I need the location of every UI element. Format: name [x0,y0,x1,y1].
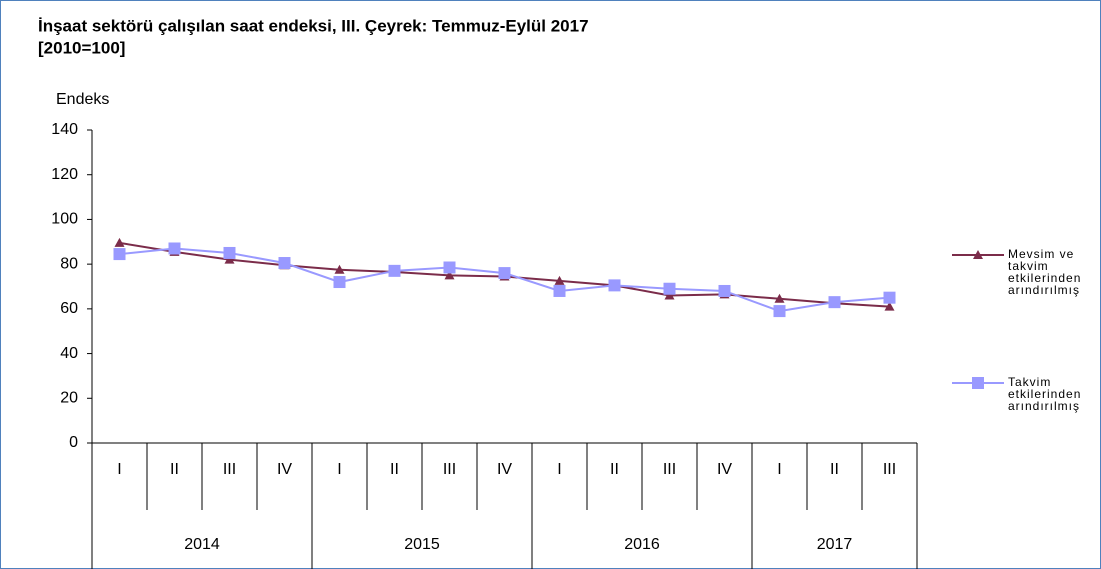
chart-subtitle: [2010=100] [38,38,125,57]
x-tick-label: I [777,461,781,478]
group-label: 2014 [184,536,220,553]
x-tick-label: III [883,461,896,478]
point [388,264,401,277]
y-tick-label: 0 [69,434,78,451]
y-tick-label: 80 [60,255,78,272]
chart-title: İnşaat sektörü çalışılan saat endeksi, I… [38,16,589,35]
x-tick-label: II [170,461,179,478]
x-tick-label: II [610,461,619,478]
legend-label: Takvim etkilerinden arındırılmış [1008,375,1082,413]
legend-label: Mevsim ve takvim etkilerinden arındırılm… [1008,247,1082,297]
legend-marker [972,377,984,389]
x-tick-label: I [557,461,561,478]
point [498,267,511,280]
x-tick-label: III [443,461,456,478]
point [334,264,345,274]
point [883,291,896,304]
group-label: 2016 [624,536,660,553]
point [223,246,236,259]
y-tick-label: 60 [60,300,78,317]
x-tick-label: I [117,461,121,478]
point [774,293,785,303]
point [224,254,235,264]
point [663,282,676,295]
x-tick-label: II [390,461,399,478]
point [718,284,731,297]
point [168,242,181,255]
group-label: 2017 [817,536,853,553]
legend-marker [973,250,983,259]
point [443,261,456,274]
point [278,257,291,270]
y-tick-label: 40 [60,345,78,362]
y-tick-label: 20 [60,390,78,407]
point [113,248,126,261]
point [554,275,565,285]
point [664,290,675,300]
y-tick-label: 120 [51,166,78,183]
y-axis-label: Endeks [56,91,109,108]
point [114,237,125,247]
point [884,301,895,311]
y-tick-label: 140 [51,121,78,138]
x-tick-label: IV [277,461,292,478]
y-tick-label: 100 [51,211,78,228]
x-tick-label: I [337,461,341,478]
point [333,276,346,289]
point [553,284,566,297]
point [444,270,455,280]
group-label: 2015 [404,536,440,553]
point [828,296,841,309]
point [773,305,786,318]
x-tick-label: III [663,461,676,478]
x-tick-label: IV [497,461,512,478]
x-tick-label: II [830,461,839,478]
point [608,279,621,292]
x-tick-label: IV [717,461,732,478]
x-tick-label: III [223,461,236,478]
